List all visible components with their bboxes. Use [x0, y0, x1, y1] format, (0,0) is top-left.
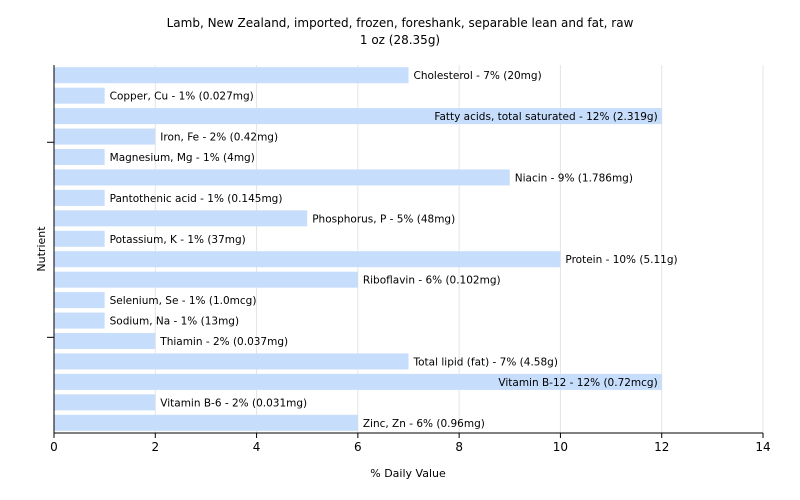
x-tick-label: 2 [151, 440, 159, 454]
x-tick-label: 6 [354, 440, 362, 454]
bar-label: Protein - 10% (5.11g) [565, 254, 677, 266]
bar [54, 189, 105, 206]
bar-label: Iron, Fe - 2% (0.42mg) [160, 132, 278, 144]
bar-label: Copper, Cu - 1% (0.027mg) [110, 91, 254, 103]
bar [54, 312, 105, 329]
bar [54, 230, 105, 247]
x-tick-label: 10 [553, 440, 568, 454]
bar-label: Zinc, Zn - 6% (0.96mg) [363, 418, 485, 430]
bar [54, 67, 409, 84]
bar [54, 394, 156, 411]
bar-label: Cholesterol - 7% (20mg) [414, 70, 542, 82]
bar [54, 373, 662, 390]
x-ticks: 0 2 4 6 8 10 12 14 [50, 433, 771, 454]
bar-label: Phosphorus, P - 5% (48mg) [312, 213, 455, 225]
bar [54, 87, 105, 104]
bar [54, 333, 156, 349]
bar [54, 210, 308, 227]
bar [54, 149, 105, 165]
bar-labels: Cholesterol - 7% (20mg) Copper, Cu - 1% (… [110, 70, 678, 430]
x-tick-label: 14 [755, 440, 770, 454]
bars [54, 67, 662, 431]
bar-label: Potassium, K - 1% (37mg) [110, 234, 246, 246]
bar [54, 169, 510, 186]
bar [54, 353, 409, 370]
bar [54, 271, 358, 288]
bar-label: Fatty acids, total saturated - 12% (2.31… [434, 111, 657, 123]
bar-label: Vitamin B-12 - 12% (0.72mcg) [498, 377, 657, 389]
bar [54, 292, 105, 309]
bar-label: Pantothenic acid - 1% (0.145mg) [110, 193, 283, 205]
bar [54, 251, 561, 268]
chart-subtitle: 1 oz (28.35g) [360, 33, 440, 47]
axes [47, 65, 763, 434]
bar-label: Total lipid (fat) - 7% (4.58g) [413, 356, 558, 368]
x-tick-label: 12 [654, 440, 669, 454]
bar-label: Thiamin - 2% (0.037mg) [159, 336, 288, 348]
x-tick-label: 8 [455, 440, 463, 454]
bar-label: Niacin - 9% (1.786mg) [515, 172, 633, 184]
bar-label: Sodium, Na - 1% (13mg) [110, 316, 239, 328]
chart-title: Lamb, New Zealand, imported, frozen, for… [167, 16, 634, 30]
y-axis-label: Nutrient [35, 226, 48, 272]
bar [54, 108, 662, 125]
bar-label: Magnesium, Mg - 1% (4mg) [110, 152, 255, 164]
x-axis-label: % Daily Value [370, 467, 446, 480]
x-tick-label: 0 [50, 440, 58, 454]
bar-label: Vitamin B-6 - 2% (0.031mg) [160, 397, 307, 409]
bar-label: Riboflavin - 6% (0.102mg) [363, 275, 501, 287]
x-tick-label: 4 [253, 440, 261, 454]
grid-lines [154, 65, 764, 433]
bar [54, 128, 156, 145]
bar-label: Selenium, Se - 1% (1.0mcg) [110, 295, 257, 307]
bar [54, 414, 358, 431]
